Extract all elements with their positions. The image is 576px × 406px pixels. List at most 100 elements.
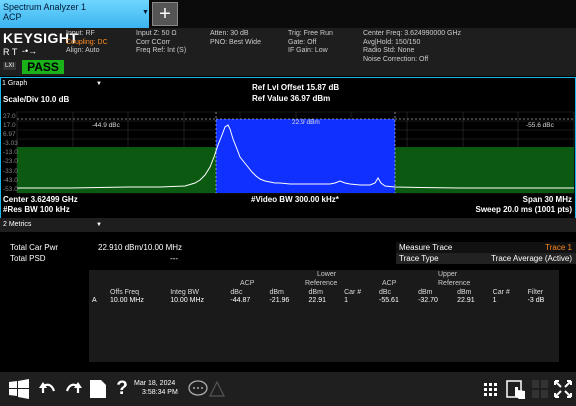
pno-value: PNO: Best Wide [210,38,261,46]
trace-type-row[interactable] [396,253,576,264]
coupling-value: Coupling: DC [66,38,108,46]
cell-lower-ref-dbm: 22.91 [308,297,327,305]
input-settings[interactable]: Input: RF Coupling: DC Align: Auto [66,30,108,56]
metrics-header [0,218,576,232]
y-tick: -43.0 [3,176,18,184]
col-offs-freq: Offs Freq [110,288,140,296]
cell-lower-dbm: -21.96 [269,297,290,305]
cell-lower-dbc: -44.87 [230,297,251,305]
total-car-pwr-label: Total Car Pwr [10,243,59,252]
y-tick: -33.0 [3,167,18,175]
chat-icon[interactable] [188,380,208,398]
avg-hold-value: Avg|Hold: 150/150 [363,38,421,46]
sweep-label: Sweep 20.0 ms (1001 pts) [475,205,573,214]
table-row[interactable]: A 10.00 MHz 10.00 MHz -44.87 -21.96 22.9… [89,297,559,306]
trigger-settings[interactable]: Trig: Free Run Gate: Off IF Gain: Low [288,30,333,56]
upper-reference-header: Reference [438,280,471,287]
fullscreen-icon[interactable] [554,380,572,398]
res-bw-label: #Res BW 100 kHz [3,205,70,214]
date-text: Mar 18, 2024 [134,380,176,387]
col-lower-ref-dbm: dBm [308,288,323,296]
add-tab-button[interactable]: + [152,2,178,26]
y-tick: -3.03 [3,140,18,148]
trace-type-label: Trace Type [399,254,439,263]
file-icon[interactable] [89,379,107,399]
y-axis-labels: 27.0 17.0 6.97 -3.03 -13.0 -23.0 -33.0 -… [3,112,18,194]
y-tick: 6.97 [3,131,16,139]
noise-correction-value: Noise Correction: Off [363,55,429,63]
measure-trace-label: Measure Trace [399,243,453,252]
y-tick: -23.0 [3,158,18,166]
cell-upper-dbm: -32.70 [418,297,438,305]
lower-header: Lower [317,271,337,278]
redo-icon[interactable] [63,379,83,399]
atten-value: Atten: 30 dB [210,30,249,37]
cell-upper-dbc: -55.61 [379,297,399,305]
corr-value: Corr CCorr [136,38,171,46]
tab-title: Spectrum Analyzer 1 [3,2,87,12]
frequency-settings[interactable]: Center Freq: 3.624990000 GHz Avg|Hold: 1… [363,30,461,64]
input-value: Input: RF [66,30,95,37]
lxi-badge: LXI [3,62,17,70]
upper-acp-header: ACP [382,280,397,287]
y-tick: 27.0 [3,113,16,120]
col-integ-bw: Integ BW [170,288,199,296]
lower-dbc-label: -44.9 dBc [92,122,121,129]
trig-value: Trig: Free Run [288,30,333,37]
spectrum-trace [17,124,574,189]
acp-results-table [89,270,559,362]
atten-settings[interactable]: Atten: 30 dB PNO: Best Wide [210,30,261,47]
impedance-settings[interactable]: Input Z: 50 Ω Corr CCorr Freq Ref: Int (… [136,30,186,56]
remote-status: R T [3,47,18,57]
tab-subtitle: ACP [3,12,22,22]
center-freq-value: Center Freq: 3.624990000 GHz [363,30,462,37]
total-car-pwr-value: 22.910 dBm/10.00 MHz [98,243,183,252]
col-lower-car: Car # [344,288,362,296]
touch-icon[interactable] [506,379,526,399]
undo-icon[interactable] [38,379,58,399]
col-upper-dbm: dBm [418,288,433,296]
time-text: 3:58:34 PM [142,388,178,396]
freq-ref-value: Freq Ref: Int (S) [136,47,187,54]
graph-dropdown-icon[interactable]: ▼ [96,81,102,87]
spectrum-plot[interactable]: -44.9 dBc 22.9 dBm -55.6 dBc [0,107,576,195]
lower-reference-header: Reference [305,280,338,287]
scale-div: Scale/Div 10.0 dB [3,95,70,104]
col-filter: Filter [527,288,544,296]
warning-icon[interactable] [209,381,225,397]
cell-lower-car: 1 [344,297,348,305]
cell-filter: -3 dB [527,297,545,305]
upper-dbc-label: -55.6 dBc [526,122,555,129]
col-upper-dbc: dBc [379,288,392,296]
measure-trace-row[interactable] [396,242,576,253]
measure-trace-value: Trace 1 [545,243,572,252]
center-freq-label: Center 3.62499 GHz [3,195,78,204]
metrics-dropdown-icon[interactable]: ▼ [96,222,102,228]
col-lower-dbc: dBc [230,288,243,296]
col-upper-car: Car # [492,288,510,296]
cell-offs-freq: 10.00 MHz [110,297,144,305]
upper-header: Upper [438,271,458,278]
help-icon[interactable]: ? [116,378,128,399]
trigger-arrow-icon: -•→ [22,46,38,56]
tab-dropdown-icon[interactable]: ▼ [142,9,149,16]
cell-upper-car: 1 [492,297,497,305]
lower-offset-region [17,147,216,193]
graph-selector[interactable]: 1 Graph [2,80,28,87]
main-channel-region [216,119,395,193]
input-z-value: Input Z: 50 Ω [136,30,177,37]
align-value: Align: Auto [66,47,100,54]
y-tick: -13.0 [3,149,18,157]
windows-start-icon[interactable] [8,379,30,399]
total-psd-value: --- [170,254,178,263]
metrics-selector[interactable]: 2 Metrics [3,221,32,228]
total-psd-label: Total PSD [10,254,46,263]
if-gain-value: IF Gain: Low [288,47,328,54]
keysight-logo: KEYSIGHT [3,30,79,46]
tab-spectrum-analyzer[interactable]: Spectrum Analyzer 1 ACP [0,0,149,28]
channel-power-label: 22.9 dBm [292,119,320,126]
y-tick: -53.0 [3,185,18,193]
pass-indicator: PASS [22,60,64,74]
window-layout-icon[interactable] [532,380,548,398]
keypad-icon[interactable] [482,380,500,398]
